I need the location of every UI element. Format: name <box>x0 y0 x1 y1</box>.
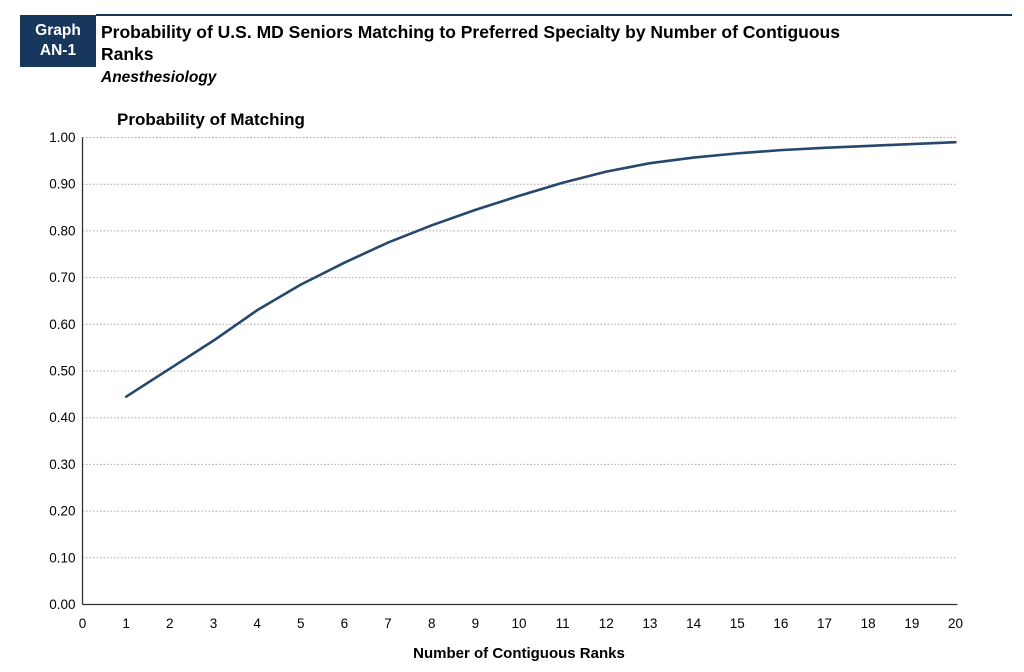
header-rule <box>96 14 1012 16</box>
graph-badge: Graph AN-1 <box>20 15 96 67</box>
x-tick-label: 8 <box>428 616 436 631</box>
page-title-line1: Probability of U.S. MD Seniors Matching … <box>101 22 840 42</box>
x-tick-label: 13 <box>642 616 657 631</box>
x-tick-label: 16 <box>773 616 788 631</box>
y-tick-label: 0.10 <box>49 550 75 565</box>
chart-title: Probability of Matching <box>117 110 305 129</box>
y-tick-label: 0.00 <box>49 597 75 612</box>
x-tick-label: 14 <box>686 616 702 631</box>
x-tick-label: 1 <box>122 616 130 631</box>
y-tick-label: 0.80 <box>49 223 75 238</box>
x-tick-label: 18 <box>861 616 876 631</box>
x-tick-label: 2 <box>166 616 174 631</box>
x-tick-label: 3 <box>210 616 218 631</box>
y-tick-label: 0.40 <box>49 410 75 425</box>
x-tick-label: 7 <box>384 616 392 631</box>
page-subtitle: Anesthesiology <box>101 69 217 86</box>
y-tick-label: 0.50 <box>49 364 75 379</box>
x-tick-label: 15 <box>730 616 745 631</box>
probability-curve <box>124 140 957 398</box>
page-title-line2: Ranks <box>101 44 154 64</box>
x-tick-label: 19 <box>904 616 919 631</box>
y-tick-label: 0.70 <box>49 270 75 285</box>
y-tick-label: 0.20 <box>49 504 75 519</box>
x-tick-label: 20 <box>948 616 963 631</box>
page-title: Probability of U.S. MD Seniors Matching … <box>101 21 1021 87</box>
x-tick-label: 5 <box>297 616 305 631</box>
x-tick-label: 12 <box>599 616 614 631</box>
x-tick-label: 11 <box>556 616 570 631</box>
x-axis-title: Number of Contiguous Ranks <box>413 645 625 662</box>
x-tick-label: 4 <box>253 616 261 631</box>
x-tick-label: 6 <box>341 616 349 631</box>
y-tick-label: 0.90 <box>49 177 75 192</box>
y-tick-label: 0.60 <box>49 317 75 332</box>
x-tick-label: 10 <box>511 616 526 631</box>
graph-badge-line1: Graph <box>35 22 81 39</box>
x-tick-label: 9 <box>472 616 480 631</box>
x-tick-label: 17 <box>817 616 832 631</box>
y-tick-label: 1.00 <box>49 130 75 145</box>
x-tick-label: 0 <box>79 616 87 631</box>
graph-badge-line2: AN-1 <box>39 42 77 59</box>
y-tick-label: 0.30 <box>49 457 75 472</box>
